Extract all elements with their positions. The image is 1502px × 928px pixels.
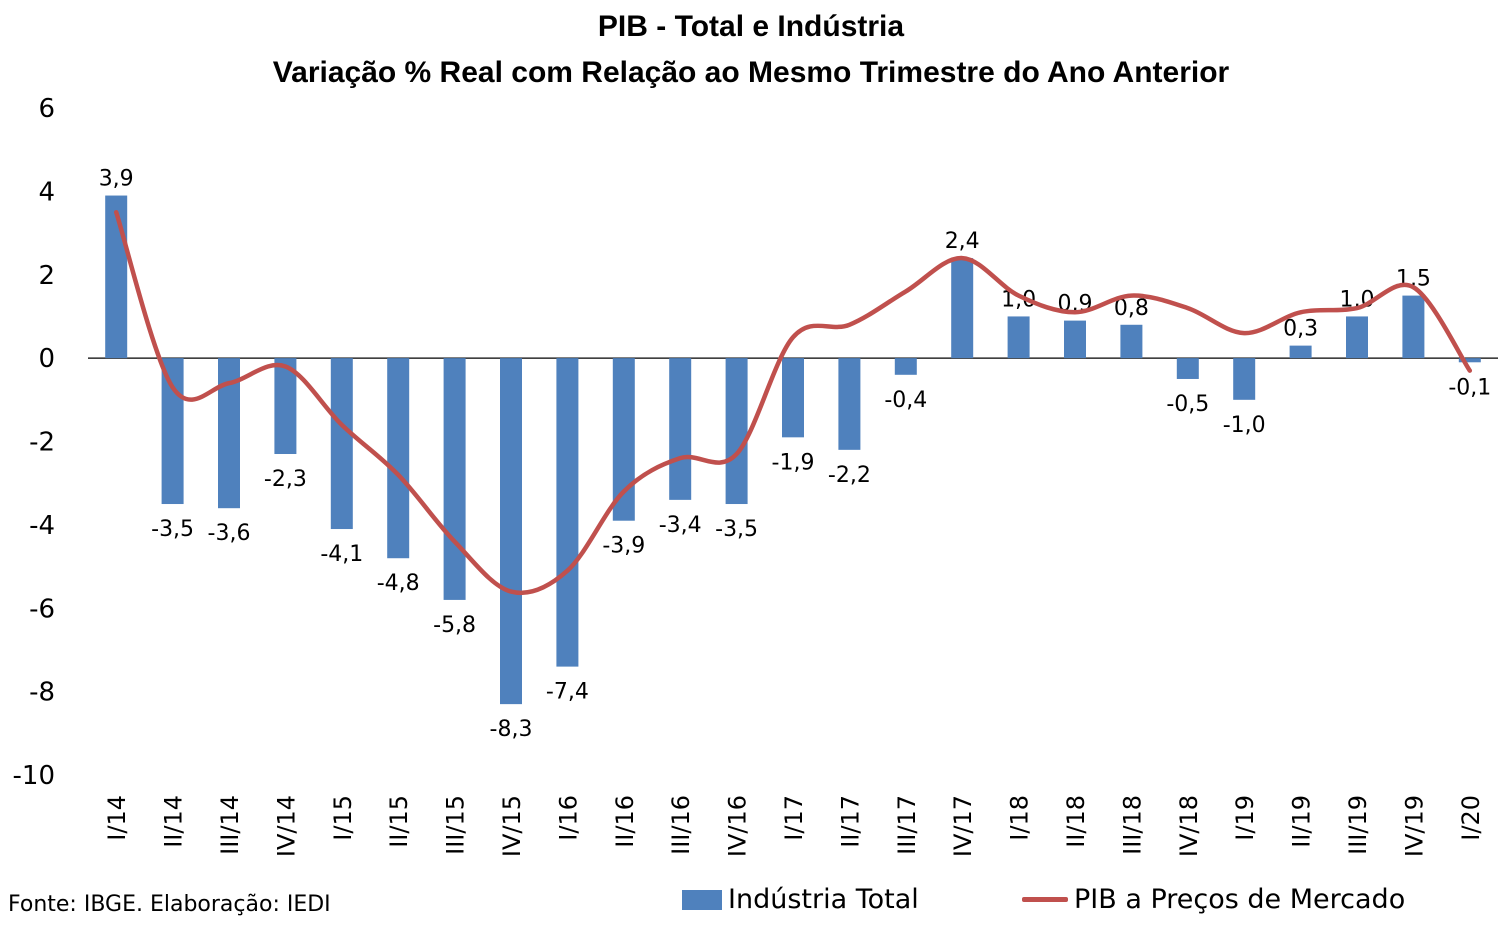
x-tick-label: I/19 xyxy=(1231,795,1259,841)
bar-industria xyxy=(1176,358,1199,379)
bar-data-label: 0,3 xyxy=(1283,317,1318,342)
x-tick-label: II/18 xyxy=(1062,795,1090,848)
legend-line-swatch xyxy=(1022,897,1068,902)
bar-industria xyxy=(894,358,917,375)
bar-data-label: -0,4 xyxy=(884,388,927,413)
bar-data-label: -3,9 xyxy=(602,534,645,559)
bar-industria xyxy=(443,358,466,600)
bar-data-label: -4,8 xyxy=(377,571,420,596)
chart-subtitle: Variação % Real com Relação ao Mesmo Tri… xyxy=(272,56,1230,89)
bar-data-label: 3,9 xyxy=(99,167,134,192)
y-tick-label: 4 xyxy=(38,177,55,207)
bar-industria xyxy=(1402,295,1425,359)
x-tick-label: II/17 xyxy=(836,795,864,848)
y-tick-label: 2 xyxy=(38,261,55,291)
bar-data-label: -2,2 xyxy=(828,463,871,488)
source-note: Fonte: IBGE. Elaboração: IEDI xyxy=(8,892,331,917)
y-tick-label: -6 xyxy=(29,594,55,624)
bar-industria xyxy=(1007,316,1030,359)
x-tick-label: III/16 xyxy=(667,795,695,855)
x-tick-label: II/14 xyxy=(160,795,188,848)
y-tick-label: -2 xyxy=(29,428,55,458)
x-tick-label: I/15 xyxy=(329,795,357,841)
bar-industria xyxy=(161,358,184,505)
chart-title: PIB - Total e Indústria xyxy=(597,10,905,43)
y-tick-label: -8 xyxy=(29,678,55,708)
legend-item-pib: PIB a Preços de Mercado xyxy=(1022,884,1405,915)
x-tick-label: II/19 xyxy=(1288,795,1316,848)
bar-data-label: -4,1 xyxy=(320,542,363,567)
bar-data-label: 2,4 xyxy=(945,229,980,254)
x-tick-label: IV/18 xyxy=(1175,795,1203,857)
x-tick-label: I/17 xyxy=(780,795,808,841)
bar-industria xyxy=(387,358,410,559)
y-tick-label: 6 xyxy=(38,94,55,124)
bar-industria xyxy=(330,358,353,530)
bar-industria xyxy=(274,358,297,455)
x-tick-label: III/15 xyxy=(442,795,470,855)
y-tick-label: -10 xyxy=(13,761,55,791)
x-tick-label: I/14 xyxy=(103,795,131,841)
bar-industria xyxy=(1458,358,1481,363)
legend-item-industria: Indústria Total xyxy=(682,884,919,915)
bar-industria xyxy=(951,258,974,359)
bar-data-label: -7,4 xyxy=(546,680,589,705)
bar-industria xyxy=(782,358,804,438)
x-tick-label: I/18 xyxy=(1006,795,1034,841)
bar-data-label: -8,3 xyxy=(490,717,533,742)
bar-data-label: -3,5 xyxy=(715,517,758,542)
bar-industria xyxy=(612,358,635,521)
legend-bar-swatch xyxy=(682,889,722,910)
bar-data-label: -3,4 xyxy=(659,513,702,538)
bar-data-label: -0,1 xyxy=(1448,375,1491,400)
bar-industria xyxy=(669,358,692,500)
x-tick-label: III/14 xyxy=(216,795,244,855)
x-tick-label: III/18 xyxy=(1118,795,1146,855)
legend-label-pib: PIB a Preços de Mercado xyxy=(1074,884,1406,915)
x-tick-label: IV/19 xyxy=(1400,795,1428,857)
bar-data-label: -1,0 xyxy=(1223,413,1266,438)
bar-industria xyxy=(725,358,748,505)
x-tick-label: I/20 xyxy=(1457,795,1485,841)
bar-data-label: -5,8 xyxy=(433,613,476,638)
bar-industria xyxy=(556,358,579,667)
x-tick-label: III/17 xyxy=(893,795,921,855)
legend-label-industria: Indústria Total xyxy=(728,884,919,915)
line-pib xyxy=(113,209,1473,596)
x-tick-label: IV/17 xyxy=(949,795,977,857)
x-tick-label: II/15 xyxy=(385,795,413,848)
bar-industria xyxy=(218,358,240,509)
bar-industria xyxy=(500,358,522,705)
bar-industria xyxy=(1064,320,1086,359)
bar-industria xyxy=(838,358,861,450)
x-tick-label: IV/14 xyxy=(272,795,300,857)
bar-industria xyxy=(1233,358,1256,400)
bar-data-label: -3,6 xyxy=(208,521,251,546)
bar-data-label: -2,3 xyxy=(264,467,307,492)
bar-industria xyxy=(1346,316,1368,359)
y-tick-label: -4 xyxy=(29,511,55,541)
bar-data-label: -1,9 xyxy=(772,450,815,475)
x-tick-label: IV/16 xyxy=(724,795,752,857)
bar-industria xyxy=(1120,324,1143,359)
bar-industria xyxy=(1289,345,1312,359)
bar-data-label: -3,5 xyxy=(151,517,194,542)
x-tick-label: IV/15 xyxy=(498,795,526,857)
x-tick-label: III/19 xyxy=(1344,795,1372,855)
bar-data-label: -0,5 xyxy=(1166,392,1209,417)
x-tick-label: II/16 xyxy=(611,795,639,848)
x-tick-label: I/16 xyxy=(554,795,582,841)
y-tick-label: 0 xyxy=(38,344,55,374)
